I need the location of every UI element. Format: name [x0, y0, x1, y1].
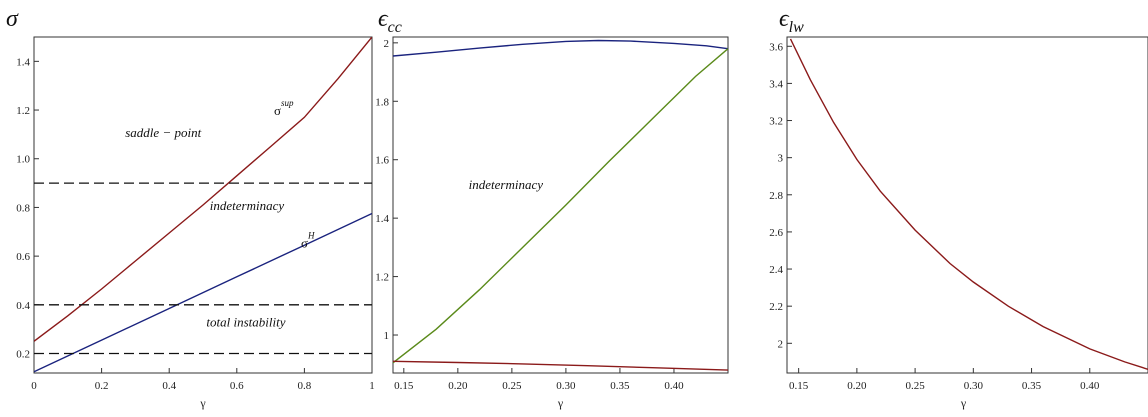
series-line: [393, 41, 728, 57]
y-tick-label: 1.0: [16, 154, 30, 166]
y-tick-label: 0.6: [16, 251, 30, 263]
y-tick-label: 3.4: [769, 78, 783, 90]
x-tick-label: 0.2: [95, 380, 109, 392]
y-tick-label: 1.4: [375, 213, 389, 225]
panel-title: ϵlw: [779, 6, 804, 36]
y-tick-label: 0.8: [16, 202, 30, 214]
y-tick-label: 2.4: [769, 264, 783, 276]
y-tick-label: 2: [778, 338, 784, 350]
panel-title-subscript: cc: [388, 19, 402, 36]
y-tick-label: 2: [384, 38, 390, 50]
y-tick-label: 3: [778, 153, 784, 165]
y-tick-label: 1.2: [16, 105, 30, 117]
x-tick-label: 0.8: [298, 380, 312, 392]
series-line: [393, 49, 728, 363]
x-tick-label: 0.30: [556, 380, 576, 392]
x-tick-label: 0.20: [847, 380, 867, 392]
curve-label-superscript: sup: [281, 98, 294, 108]
x-tick-label: 0.35: [610, 380, 630, 392]
x-axis-title: γ: [199, 396, 206, 410]
region-label: indeterminacy: [469, 177, 544, 192]
chart-panel-3: ϵlw 0.15 0.20 0.25 0.30 0.35 0.40 2 2.2 2.4 2.6 2.8…: [769, 6, 1148, 410]
y-tick-label: 0.4: [16, 300, 30, 312]
y-tick-label: 1.2: [375, 272, 389, 284]
series-line: [34, 37, 372, 341]
plot-frame: [787, 37, 1148, 373]
x-axis-title: γ: [960, 396, 967, 410]
curve-label: σsup: [274, 98, 294, 118]
curve-label: σH: [301, 231, 315, 251]
panel-title-subscript: lw: [789, 19, 804, 36]
x-tick-label: 0.15: [394, 380, 414, 392]
y-tick-label: 2.8: [769, 190, 783, 202]
y-tick-label: 1.6: [375, 155, 389, 167]
y-tick-label: 3.2: [769, 116, 783, 128]
panel-title: σ: [6, 6, 19, 32]
region-label: indeterminacy: [210, 198, 285, 213]
x-tick-label: 0: [31, 380, 37, 392]
x-tick-label: 0.15: [789, 380, 809, 392]
y-tick-label: 2.6: [769, 227, 783, 239]
curve-label-superscript: H: [307, 231, 315, 241]
panel-title: ϵcc: [378, 6, 402, 36]
chart-panel-2: ϵcc 0.15 0.20 0.25 0.30 0.35 0.40 1 1.2 1.4 1.6 1.8…: [375, 6, 728, 410]
y-tick-label: 0.2: [16, 349, 30, 361]
x-tick-label: 0.25: [502, 380, 522, 392]
x-tick-label: 0.40: [1080, 380, 1100, 392]
x-tick-label: 1: [369, 380, 375, 392]
x-tick-label: 0.20: [448, 380, 468, 392]
y-tick-label: 1: [384, 330, 390, 342]
series-line: [791, 39, 1148, 369]
x-tick-label: 0.25: [905, 380, 925, 392]
series-line: [393, 361, 728, 370]
y-tick-label: 3.6: [769, 41, 783, 53]
chart-panel-1: σ 0 0.2 0.4 0.6 0.8 1 0.2 0.4 0.6 0.8 1.0 1.2 1.4 γ sad…: [6, 6, 375, 410]
x-tick-label: 0.6: [230, 380, 244, 392]
x-axis-title: γ: [557, 396, 564, 410]
series-line: [34, 214, 372, 372]
x-tick-label: 0.40: [664, 380, 684, 392]
region-label: total instability: [206, 315, 285, 330]
x-tick-label: 0.4: [162, 380, 176, 392]
region-label: saddle − point: [125, 125, 201, 140]
x-tick-label: 0.35: [1022, 380, 1042, 392]
y-tick-label: 2.2: [769, 301, 783, 313]
y-tick-label: 1.4: [16, 56, 30, 68]
x-tick-label: 0.30: [964, 380, 984, 392]
y-tick-label: 1.8: [375, 96, 389, 108]
